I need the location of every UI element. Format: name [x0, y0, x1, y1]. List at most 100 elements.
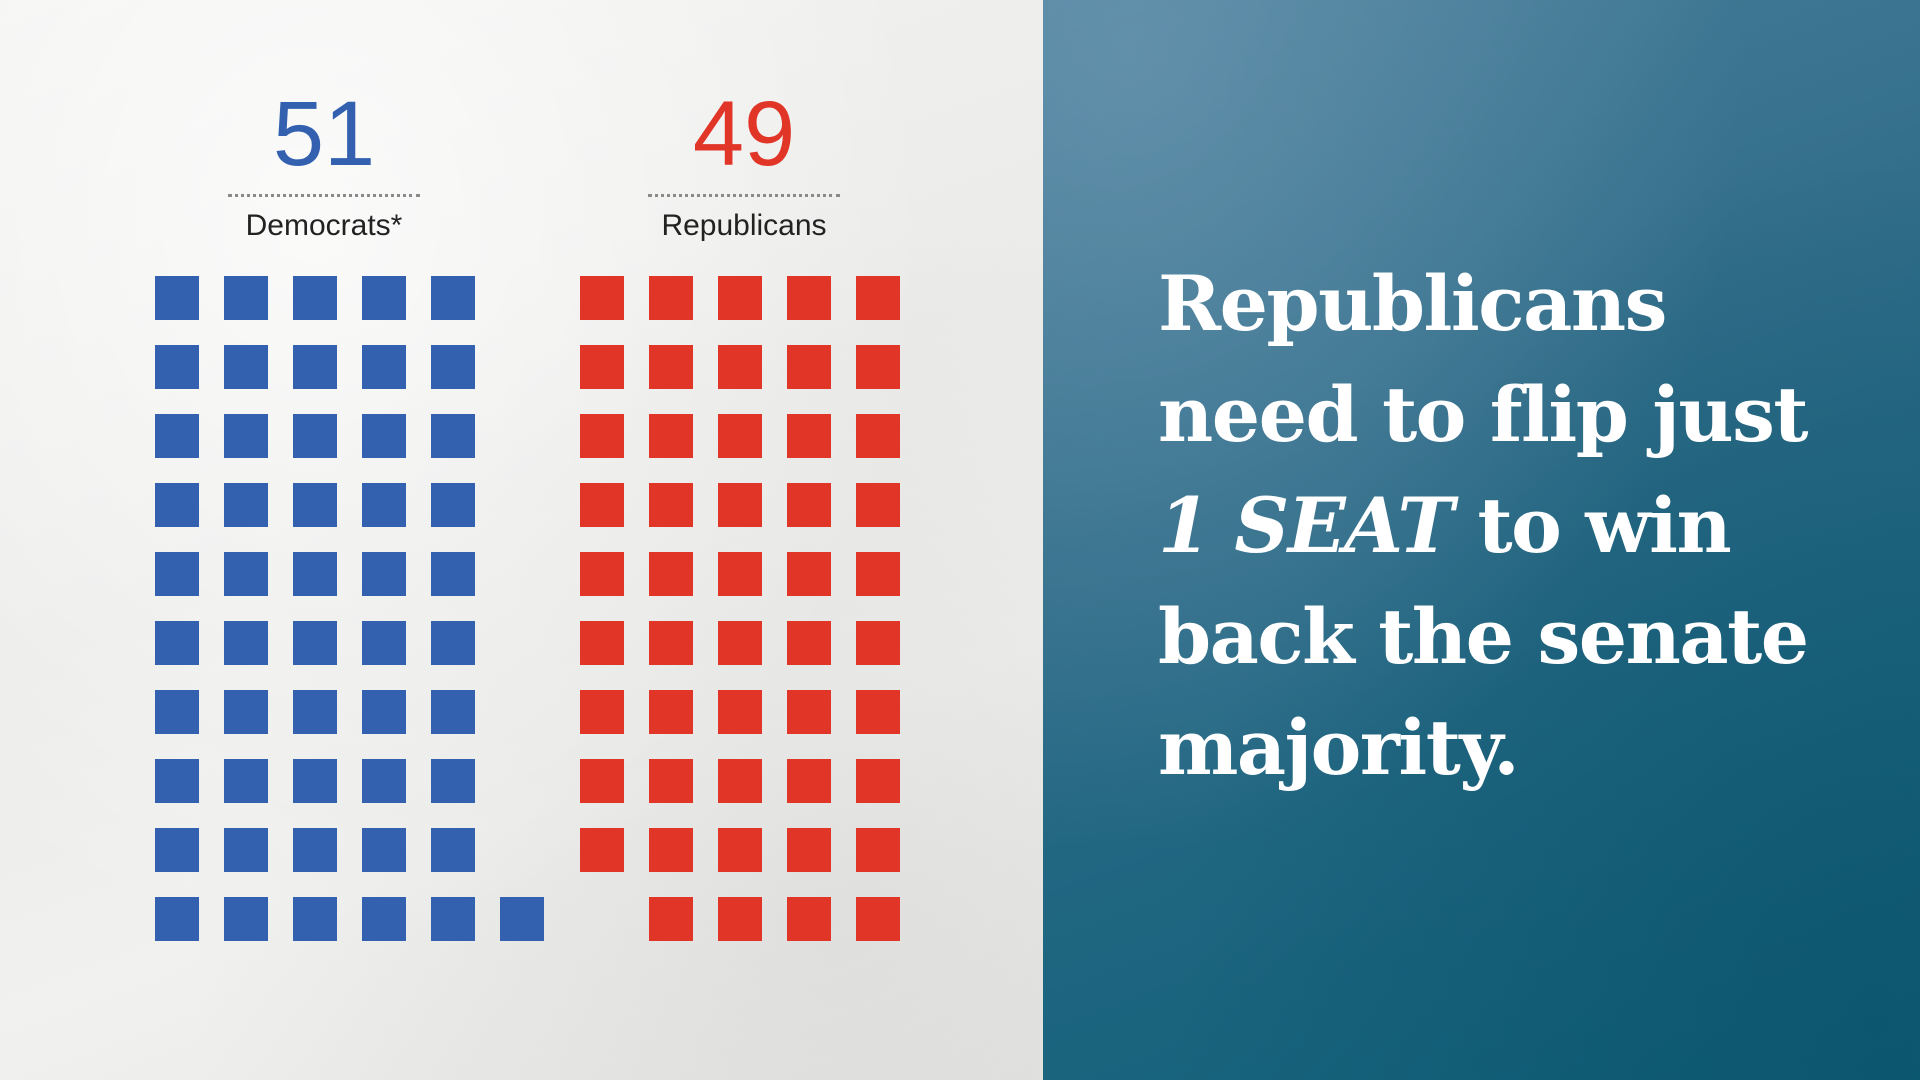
democrat-seat — [293, 414, 337, 458]
democrat-seat — [362, 759, 406, 803]
democrat-seat — [224, 345, 268, 389]
democrat-seat — [362, 414, 406, 458]
democrat-seat — [362, 621, 406, 665]
chart-panel: 51 Democrats* 49 Republicans — [0, 0, 1043, 1080]
republican-seat — [718, 345, 762, 389]
republican-seat — [856, 483, 900, 527]
democrat-seat — [224, 621, 268, 665]
republican-seat — [718, 483, 762, 527]
democrat-seat — [293, 897, 337, 941]
republican-seat — [718, 621, 762, 665]
democrat-seat — [431, 690, 475, 734]
democrat-seat — [155, 828, 199, 872]
headline: Republicans need to flip just 1 SEAT to … — [1158, 248, 1878, 803]
republican-seat — [856, 897, 900, 941]
democrat-seat — [431, 345, 475, 389]
republican-seat — [718, 759, 762, 803]
republican-seat — [649, 276, 693, 320]
democrat-seat — [431, 552, 475, 596]
republican-seat — [718, 276, 762, 320]
republican-seat — [718, 414, 762, 458]
democrat-seats-group — [155, 276, 544, 941]
republican-seat — [580, 828, 624, 872]
democrat-seat — [155, 621, 199, 665]
democrat-seat — [155, 483, 199, 527]
democrat-seat — [362, 276, 406, 320]
democrat-seat — [224, 690, 268, 734]
republican-seat — [856, 690, 900, 734]
republican-seat — [580, 621, 624, 665]
republican-seat — [649, 414, 693, 458]
republicans-count: 49 — [692, 83, 796, 185]
republican-seat — [787, 276, 831, 320]
democrat-seat — [155, 759, 199, 803]
republican-seat — [787, 621, 831, 665]
headline-emphasis: 1 SEAT — [1158, 481, 1454, 570]
democrat-seat — [224, 483, 268, 527]
message-panel — [1043, 0, 1920, 1080]
democrat-seat — [362, 690, 406, 734]
republican-seat — [580, 759, 624, 803]
democrat-seat — [293, 483, 337, 527]
democrat-seat — [362, 552, 406, 596]
democrat-seat — [362, 345, 406, 389]
republican-seat — [787, 414, 831, 458]
democrat-seat — [293, 276, 337, 320]
democrat-seat — [155, 414, 199, 458]
republican-seat — [856, 276, 900, 320]
democrat-seat — [155, 276, 199, 320]
democrat-seat — [431, 621, 475, 665]
republican-seat — [787, 345, 831, 389]
republican-seats-group — [580, 276, 900, 941]
democrat-seat — [155, 690, 199, 734]
republican-seat — [649, 690, 693, 734]
democrat-seat — [293, 552, 337, 596]
republican-seat — [649, 828, 693, 872]
republican-seat — [649, 345, 693, 389]
republican-seat — [580, 276, 624, 320]
republican-seat — [649, 897, 693, 941]
republican-seat — [718, 828, 762, 872]
democrat-seat — [362, 828, 406, 872]
republican-seat — [787, 897, 831, 941]
democrats-label: Democrats* — [245, 209, 403, 242]
republican-seat — [580, 552, 624, 596]
headline-line-1: Republicans — [1158, 259, 1667, 348]
headline-line-3-rest: to win — [1452, 481, 1731, 570]
republican-seat — [856, 414, 900, 458]
republican-seat — [649, 483, 693, 527]
republicans-label: Republicans — [661, 209, 827, 242]
republican-seat — [580, 345, 624, 389]
democrat-seat — [155, 552, 199, 596]
republican-seat — [580, 414, 624, 458]
democrat-seat — [224, 414, 268, 458]
democrat-seat — [224, 276, 268, 320]
republican-seat — [787, 483, 831, 527]
republican-seat — [649, 621, 693, 665]
democrat-seat — [155, 897, 199, 941]
republican-seat — [856, 552, 900, 596]
democrat-seat — [500, 897, 544, 941]
democrat-seat — [293, 690, 337, 734]
democrat-seat — [224, 759, 268, 803]
republican-seat — [787, 759, 831, 803]
republican-seat — [787, 828, 831, 872]
republican-seat — [787, 552, 831, 596]
republicans-header: 49 Republicans — [648, 88, 840, 243]
democrat-seat — [431, 414, 475, 458]
republican-seat — [718, 897, 762, 941]
republican-seat — [856, 759, 900, 803]
democrat-seat — [431, 483, 475, 527]
democrat-seat — [224, 897, 268, 941]
democrat-seat — [362, 483, 406, 527]
democrat-seat — [293, 621, 337, 665]
democrat-seat — [362, 897, 406, 941]
republican-seat — [718, 552, 762, 596]
republican-seat — [856, 345, 900, 389]
democrat-seat — [431, 897, 475, 941]
headline-line-4: back the senate — [1158, 592, 1809, 681]
republican-seat — [718, 690, 762, 734]
republican-seat — [787, 690, 831, 734]
democrats-header: 51 Democrats* — [228, 88, 420, 243]
